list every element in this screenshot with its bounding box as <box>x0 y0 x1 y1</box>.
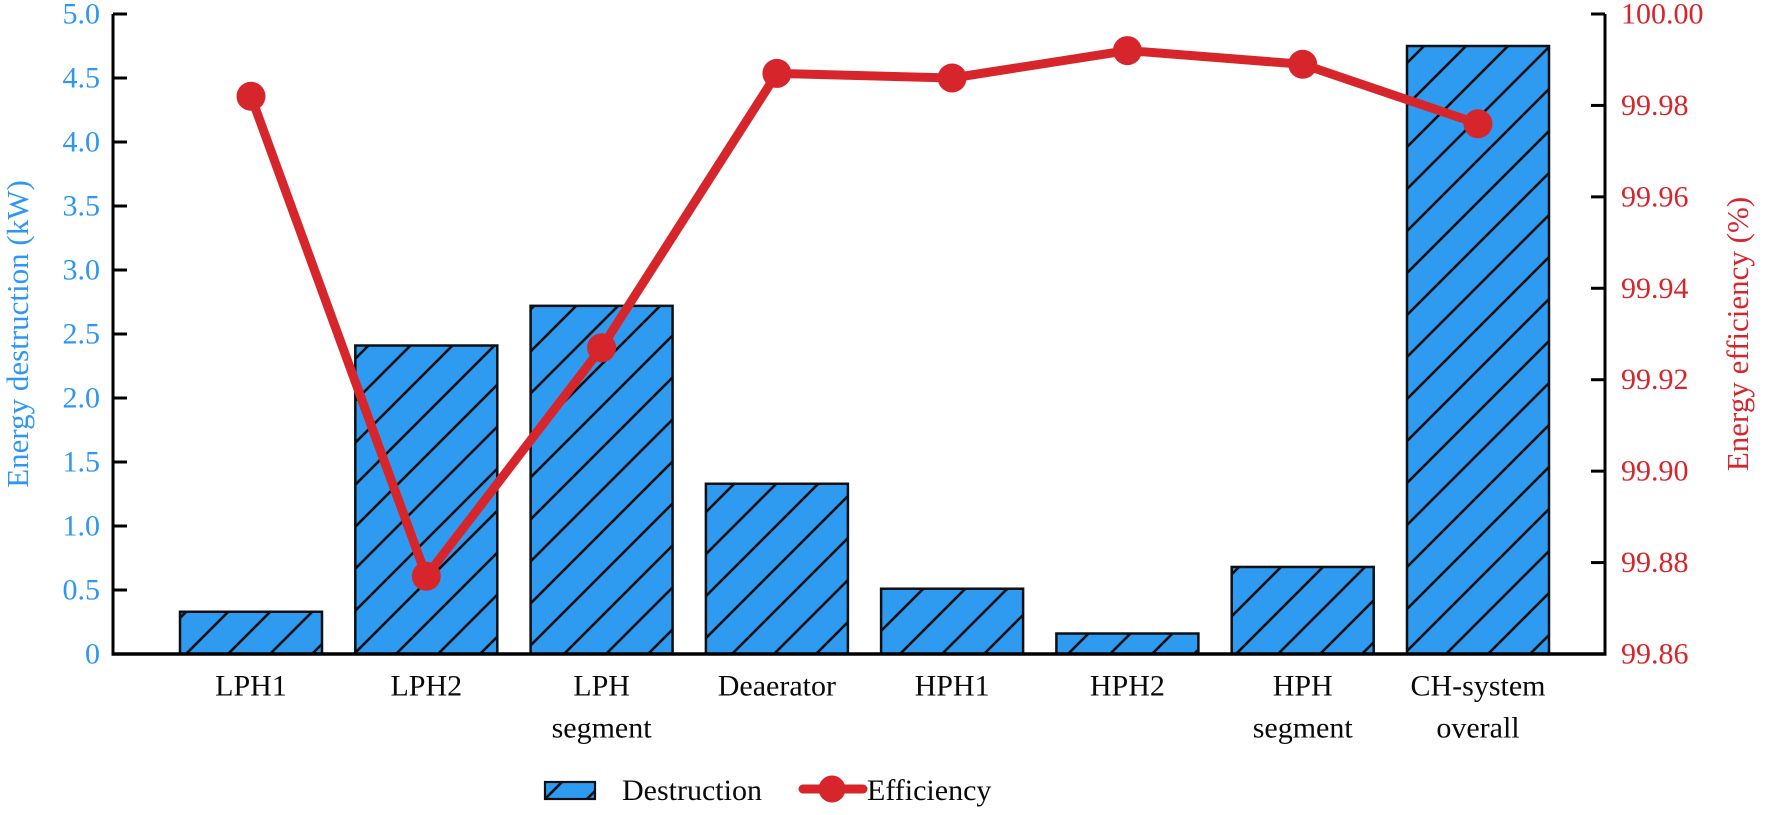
efficiency-point-hph1 <box>937 63 967 93</box>
right-axis-title: Energy efficiency (%) <box>1720 197 1755 471</box>
category-label-lph-segment: segment <box>552 712 653 745</box>
axis-ticks <box>113 12 1605 656</box>
legend-efficiency-label: Efficiency <box>867 774 991 807</box>
efficiency-line <box>246 46 1483 581</box>
right-tick-label: 99.90 <box>1621 455 1689 488</box>
bar-lph-segment <box>529 304 674 656</box>
category-label-ch-system-overall: CH-system <box>1411 670 1546 703</box>
efficiency-points <box>236 36 1493 591</box>
left-tick-labels: 5.0 4.5 4.0 3.5 3.0 2.5 2.0 1.5 1.0 0.5 0 <box>63 0 101 671</box>
bar-hph1 <box>879 587 1025 656</box>
efficiency-point-hph2 <box>1112 36 1142 66</box>
left-tick-label: 4.5 <box>63 62 101 95</box>
bar-lph2 <box>354 344 499 656</box>
efficiency-point-ch-system-overall <box>1463 109 1493 139</box>
left-tick-label: 2.0 <box>63 382 101 415</box>
destruction-bars <box>178 44 1551 656</box>
efficiency-point-lph1 <box>236 81 266 111</box>
left-tick-label: 0.5 <box>63 574 101 607</box>
left-tick-label: 3.0 <box>63 254 101 287</box>
left-tick-label: 3.5 <box>63 190 101 223</box>
bar-hph-segment <box>1230 565 1375 656</box>
left-tick-label: 5.0 <box>63 0 101 31</box>
legend-efficiency-dot <box>818 775 846 803</box>
category-label-hph-segment: segment <box>1253 712 1354 745</box>
right-tick-label: 99.92 <box>1621 363 1689 396</box>
bar-ch-system-overall <box>1405 44 1551 656</box>
category-label-hph1: HPH1 <box>915 670 990 703</box>
left-axis-title: Energy destruction (kW) <box>0 180 35 488</box>
category-label-lph2: LPH2 <box>390 670 462 703</box>
legend: Destruction Efficiency <box>543 774 991 807</box>
right-tick-label: 100.00 <box>1621 0 1704 31</box>
category-label-hph-segment: HPH <box>1273 670 1333 703</box>
right-tick-label: 99.86 <box>1621 638 1689 671</box>
category-label-hph2: HPH2 <box>1090 670 1165 703</box>
legend-destruction-label: Destruction <box>622 774 762 807</box>
left-tick-label: 4.0 <box>63 126 101 159</box>
left-tick-label: 1.5 <box>63 446 101 479</box>
efficiency-polyline <box>246 46 1483 581</box>
category-label-deaerator: Deaerator <box>718 670 836 703</box>
legend-destruction-swatch <box>543 780 597 801</box>
efficiency-point-lph-segment <box>587 333 617 363</box>
right-tick-label: 99.96 <box>1621 180 1689 213</box>
left-tick-label: 2.5 <box>63 318 101 351</box>
right-tick-label: 99.98 <box>1621 89 1689 122</box>
bar-lph1 <box>178 610 324 656</box>
right-tick-label: 99.94 <box>1621 272 1689 305</box>
efficiency-point-lph2 <box>411 561 441 591</box>
right-tick-labels: 100.00 99.98 99.96 99.94 99.92 99.90 99.88 99.8… <box>1621 0 1704 671</box>
category-label-lph-segment: LPH <box>573 670 630 703</box>
category-labels: LPH1 LPH2 LPH segment Deaerator HPH1 HPH2 HPH se… <box>215 670 1545 745</box>
left-tick-label: 1.0 <box>63 510 101 543</box>
category-label-ch-system-overall: overall <box>1436 712 1519 745</box>
efficiency-point-hph-segment <box>1288 49 1318 79</box>
bar-deaerator <box>704 482 850 656</box>
right-tick-label: 99.88 <box>1621 546 1689 579</box>
category-label-lph1: LPH1 <box>215 670 287 703</box>
efficiency-point-deaerator <box>762 58 792 88</box>
left-tick-label: 0 <box>85 638 100 671</box>
bar-hph2 <box>1055 632 1200 656</box>
